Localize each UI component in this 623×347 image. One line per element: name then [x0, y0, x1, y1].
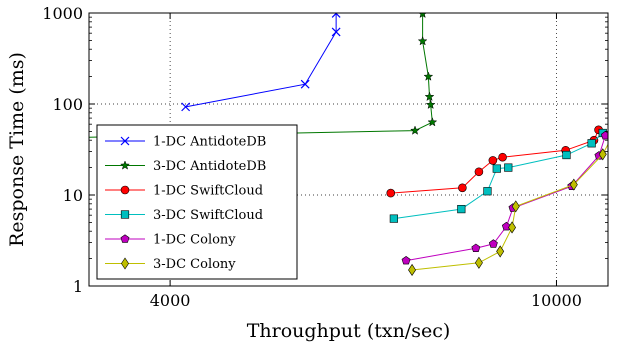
data-point	[587, 139, 596, 148]
data-point	[457, 204, 466, 214]
data-point	[483, 187, 492, 196]
x-axis-label: Throughput (txn/sec)	[247, 320, 451, 342]
series-line	[405, 135, 606, 262]
data-point	[331, 27, 341, 37]
data-point	[401, 255, 411, 265]
data-point	[511, 200, 520, 213]
data-point	[408, 263, 417, 277]
data-point	[598, 148, 607, 161]
legend-box	[96, 124, 298, 280]
data-point	[458, 183, 467, 193]
series-0	[181, 13, 341, 112]
data-point	[427, 117, 438, 127]
legend-marker	[120, 160, 130, 170]
y-tick-label: 100	[52, 95, 83, 114]
data-point	[562, 150, 571, 160]
legend-marker	[120, 185, 130, 195]
series-3	[389, 128, 607, 223]
legend-item: 1-DC AntidoteDB	[105, 135, 266, 150]
y-axis-label: Response Time (ms)	[6, 52, 28, 247]
legend-item: 1-DC Colony	[105, 233, 236, 248]
plot-frame	[88, 12, 609, 287]
legend-marker	[121, 257, 129, 270]
data-point	[474, 167, 484, 177]
x-tick-label: 4000	[150, 291, 191, 310]
data-point	[386, 188, 396, 198]
legend-label: 3-DC SwiftCloud	[153, 208, 263, 223]
data-point	[417, 35, 428, 46]
data-point	[501, 221, 511, 231]
series-1	[89, 13, 438, 138]
legend: 1-DC AntidoteDB 3-DC AntidoteDB 1-DC Swift…	[96, 124, 298, 280]
data-point	[569, 178, 578, 191]
series-line	[393, 132, 604, 220]
axis-ticks: 4000 10000 1 10 100 1000	[42, 4, 608, 310]
legend-label: 3-DC Colony	[153, 257, 236, 272]
data-point	[492, 164, 501, 173]
series-5	[408, 128, 617, 277]
legend-marker	[120, 136, 130, 146]
legend-item: 3-DC AntidoteDB	[105, 159, 266, 174]
data-point	[389, 214, 398, 223]
data-point	[488, 156, 498, 165]
data-point	[498, 152, 507, 162]
data-point	[181, 102, 191, 112]
y-tick-label: 1000	[42, 4, 83, 23]
data-point	[410, 125, 420, 135]
series-line	[89, 13, 433, 138]
legend-label: 1-DC AntidoteDB	[153, 135, 266, 150]
data-point	[600, 130, 608, 140]
data-point	[425, 99, 436, 110]
data-point	[471, 243, 481, 253]
series-4	[401, 130, 608, 265]
legend-label: 3-DC AntidoteDB	[153, 159, 266, 174]
legend-marker	[120, 234, 130, 243]
data-point	[418, 13, 427, 19]
y-tick-label: 10	[63, 186, 83, 205]
series-line	[412, 143, 608, 271]
data-point	[423, 71, 434, 81]
legend-label: 1-DC Colony	[153, 233, 236, 248]
legend-item: 1-DC SwiftCloud	[105, 184, 263, 199]
data-point	[300, 79, 310, 89]
data-point	[488, 239, 498, 248]
legend-label: 1-DC SwiftCloud	[153, 184, 263, 199]
x-tick-label: 10000	[531, 291, 582, 310]
series-layer	[89, 13, 617, 277]
data-point	[504, 163, 513, 172]
data-point	[610, 128, 617, 139]
data-point	[496, 245, 505, 258]
series-line	[185, 13, 337, 108]
legend-marker	[120, 210, 130, 219]
y-tick-label: 1	[73, 277, 83, 296]
data-point	[508, 221, 517, 234]
data-point	[424, 91, 435, 102]
legend-item: 3-DC SwiftCloud	[105, 208, 263, 223]
data-point	[474, 256, 483, 269]
legend-item: 3-DC Colony	[105, 257, 236, 272]
